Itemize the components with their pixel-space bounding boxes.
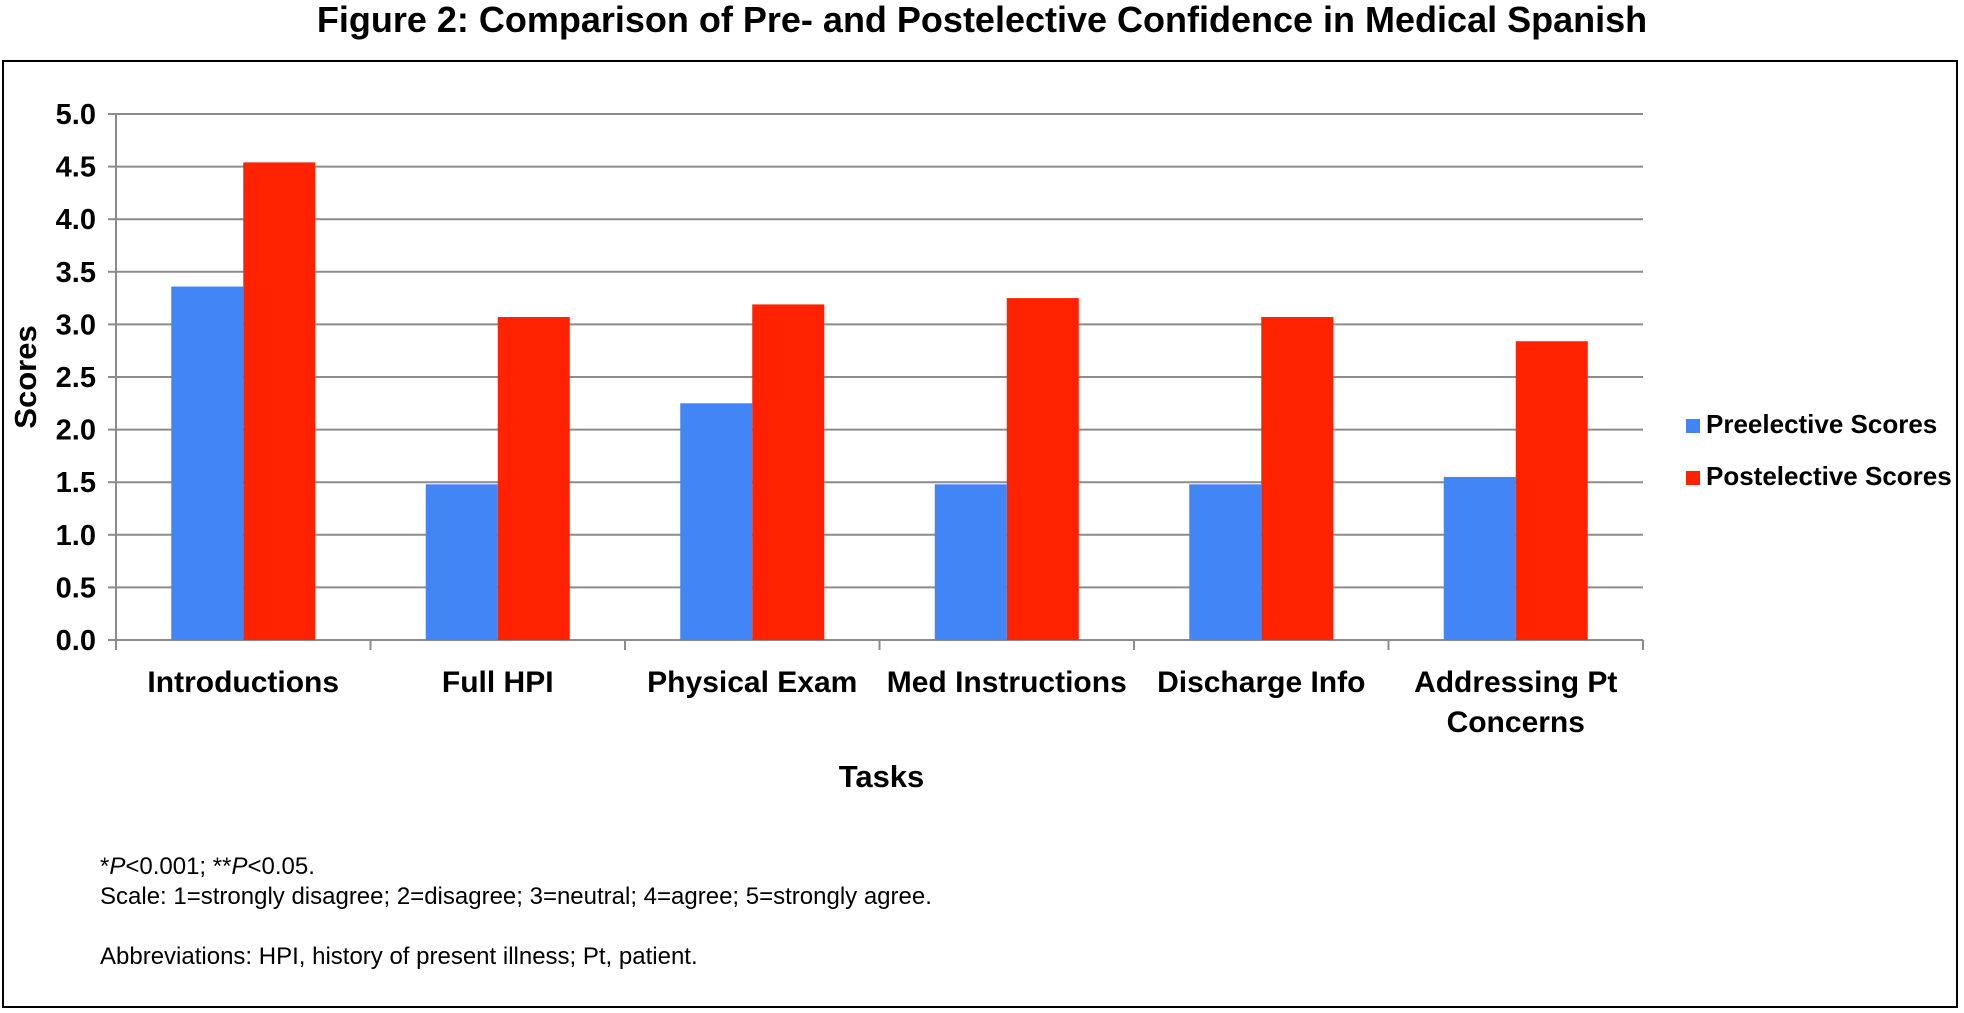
y-tick-label: 3.5 <box>56 257 96 289</box>
x-axis-title: Tasks <box>839 759 925 794</box>
p-value-note: *P<0.001; **P<0.05. <box>100 853 315 880</box>
y-tick-label: 3.0 <box>56 309 96 341</box>
abbreviations-note: Abbreviations: HPI, history of present i… <box>100 943 698 970</box>
category-label: Introductions <box>147 666 339 699</box>
figure-notes: *P<0.001; **P<0.05. Scale: 1=strongly di… <box>100 852 932 972</box>
legend-swatch <box>1686 419 1700 433</box>
legend-label: Postelective Scores <box>1706 461 1952 491</box>
category-label: Med Instructions <box>887 666 1127 699</box>
bar-preelective <box>1443 476 1516 640</box>
bar-postelective <box>243 162 316 640</box>
category-label: Addressing Pt <box>1414 666 1617 699</box>
y-tick-label: 0.0 <box>56 625 96 657</box>
chart-frame <box>2 60 1958 1008</box>
bar-postelective <box>1515 341 1588 640</box>
bar-preelective <box>934 484 1007 640</box>
bar-preelective <box>425 484 498 640</box>
category-label: Physical Exam <box>647 666 857 699</box>
y-axis-title: Scores <box>8 325 43 428</box>
bar-postelective <box>1006 298 1079 640</box>
bar-postelective <box>1261 317 1334 640</box>
y-tick-label: 0.5 <box>56 572 96 604</box>
y-tick-label: 1.5 <box>56 467 96 499</box>
bar-preelective <box>1189 484 1262 640</box>
bar-postelective <box>497 317 570 640</box>
y-tick-label: 4.5 <box>56 152 96 184</box>
legend-swatch <box>1686 471 1700 485</box>
scale-note: Scale: 1=strongly disagree; 2=disagree; … <box>100 883 932 910</box>
category-label: Full HPI <box>442 666 554 699</box>
bar-preelective <box>171 286 244 640</box>
bar-preelective <box>680 403 753 640</box>
bar-postelective <box>752 304 825 640</box>
y-tick-label: 5.0 <box>56 99 96 131</box>
legend-label: Preelective Scores <box>1706 409 1937 439</box>
y-tick-label: 4.0 <box>56 204 96 236</box>
category-label: Discharge Info <box>1157 666 1365 699</box>
figure-title: Figure 2: Comparison of Pre- and Postele… <box>316 0 1648 40</box>
y-tick-label: 1.0 <box>56 520 96 552</box>
y-tick-label: 2.5 <box>56 362 96 394</box>
category-label: Concerns <box>1447 706 1585 739</box>
y-tick-label: 2.0 <box>56 415 96 447</box>
